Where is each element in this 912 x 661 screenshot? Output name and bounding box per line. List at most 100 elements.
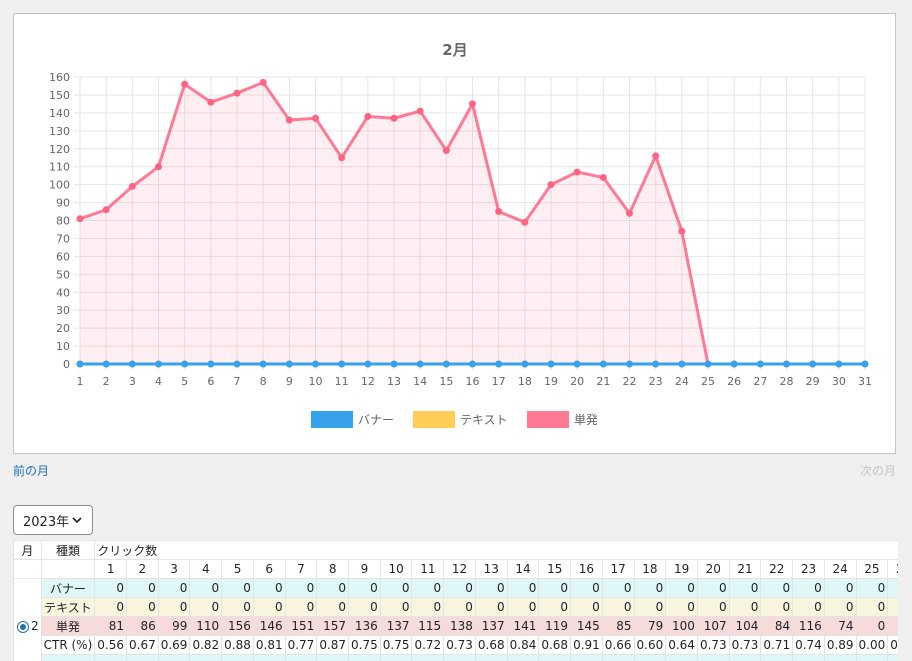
value-cell bbox=[633, 654, 667, 661]
header-kind: 種類 bbox=[40, 540, 96, 560]
value-cell: 0 bbox=[474, 597, 508, 617]
day-header: 15 bbox=[538, 559, 572, 579]
value-cell: 0 bbox=[823, 597, 857, 617]
x-tick-label: 2 bbox=[103, 375, 110, 388]
month-cell: 2 bbox=[13, 578, 42, 661]
value-cell: 0.00 bbox=[855, 635, 889, 655]
day-header: 14 bbox=[506, 559, 540, 579]
value-cell: 0 bbox=[601, 597, 635, 617]
x-tick-label: 12 bbox=[361, 375, 375, 388]
y-tick-label: 140 bbox=[49, 107, 70, 120]
value-cell: 156 bbox=[221, 616, 254, 636]
data-point bbox=[390, 114, 398, 122]
year-select[interactable]: 2023年 bbox=[13, 505, 93, 535]
value-cell: 0 bbox=[506, 578, 540, 598]
x-tick-label: 22 bbox=[623, 375, 637, 388]
data-point bbox=[573, 360, 581, 368]
clicks-table-wrapper: 月 種類 クリック数 1 2 3 4 5 6 7 8 9 10 11 12 13 14 15 16 17 18 19… bbox=[13, 540, 898, 661]
x-tick-label: 6 bbox=[207, 375, 214, 388]
value-cell bbox=[189, 654, 223, 661]
value-cell: 0 bbox=[570, 597, 603, 617]
data-point bbox=[364, 112, 372, 120]
day-header: 13 bbox=[474, 559, 508, 579]
table-row: 単発 81 86 99 110 156 146 151 157 136 137 115 138 137 14… bbox=[14, 616, 898, 636]
value-cell: 0 bbox=[126, 578, 159, 598]
value-cell: 0.75 bbox=[348, 635, 381, 655]
y-tick-label: 100 bbox=[49, 179, 70, 192]
kind-cell: 単発 bbox=[40, 616, 96, 636]
prev-month-link[interactable]: 前の月 bbox=[13, 464, 50, 478]
data-point bbox=[102, 206, 110, 214]
value-cell: 0 bbox=[379, 597, 413, 617]
value-cell: 79 bbox=[633, 616, 667, 636]
data-point bbox=[76, 215, 84, 223]
x-tick-label: 19 bbox=[544, 375, 558, 388]
data-point bbox=[285, 116, 293, 124]
value-cell bbox=[823, 654, 857, 661]
y-tick-label: 60 bbox=[56, 250, 70, 263]
x-tick-label: 24 bbox=[675, 375, 689, 388]
x-tick-label: 15 bbox=[439, 375, 453, 388]
day-header: 26 bbox=[887, 559, 898, 579]
value-cell bbox=[221, 654, 254, 661]
value-cell: 0.66 bbox=[601, 635, 635, 655]
kind-cell: CTR (%) bbox=[40, 635, 96, 655]
value-cell: 0 bbox=[633, 578, 667, 598]
chart-title: 2月 bbox=[442, 41, 467, 59]
value-cell: 157 bbox=[316, 616, 350, 636]
day-header: 18 bbox=[633, 559, 667, 579]
data-point bbox=[259, 360, 267, 368]
value-cell: 0 bbox=[221, 578, 254, 598]
value-cell bbox=[284, 654, 318, 661]
next-month-link: 次の月 bbox=[859, 464, 896, 478]
value-cell: 0.68 bbox=[538, 635, 572, 655]
value-cell bbox=[887, 654, 898, 661]
value-cell: 0 bbox=[252, 597, 286, 617]
value-cell bbox=[601, 654, 635, 661]
data-point bbox=[128, 182, 136, 190]
y-tick-label: 90 bbox=[56, 197, 70, 210]
value-cell: 0 bbox=[506, 597, 540, 617]
value-cell: 110 bbox=[189, 616, 223, 636]
y-tick-label: 10 bbox=[56, 340, 70, 353]
x-tick-label: 26 bbox=[727, 375, 741, 388]
month-radio[interactable] bbox=[17, 620, 29, 633]
day-header: 22 bbox=[760, 559, 794, 579]
day-header: 7 bbox=[284, 559, 318, 579]
day-header: 5 bbox=[221, 559, 254, 579]
data-point bbox=[416, 360, 424, 368]
data-point bbox=[338, 154, 346, 162]
data-point bbox=[76, 360, 84, 368]
value-cell: 0.82 bbox=[189, 635, 223, 655]
y-tick-label: 130 bbox=[49, 125, 70, 138]
value-cell: 146 bbox=[252, 616, 286, 636]
data-point bbox=[416, 107, 424, 115]
value-cell: 104 bbox=[728, 616, 762, 636]
data-point bbox=[285, 360, 293, 368]
value-cell: 0 bbox=[696, 597, 730, 617]
value-cell: 0.77 bbox=[284, 635, 318, 655]
table-row bbox=[14, 654, 898, 661]
x-tick-label: 23 bbox=[649, 375, 663, 388]
y-tick-label: 120 bbox=[49, 143, 70, 156]
value-cell: 0 bbox=[379, 578, 413, 598]
value-cell: 0 bbox=[157, 597, 191, 617]
value-cell: 0 bbox=[823, 578, 857, 598]
x-tick-label: 31 bbox=[858, 375, 872, 388]
value-cell: 0 bbox=[887, 597, 898, 617]
x-tick-label: 20 bbox=[570, 375, 584, 388]
y-tick-label: 70 bbox=[56, 232, 70, 245]
legend-swatch bbox=[311, 411, 353, 428]
value-cell bbox=[252, 654, 286, 661]
data-point bbox=[181, 80, 189, 88]
x-tick-label: 9 bbox=[286, 375, 293, 388]
line-chart: 2月01020304050607080901001101201301401501… bbox=[49, 41, 872, 428]
value-cell: 0 bbox=[94, 578, 127, 598]
value-cell: 0.69 bbox=[157, 635, 191, 655]
data-point bbox=[259, 78, 267, 86]
value-cell: 0 bbox=[855, 597, 889, 617]
legend-swatch bbox=[413, 411, 455, 428]
data-point bbox=[547, 360, 555, 368]
x-tick-label: 1 bbox=[77, 375, 84, 388]
value-cell: 0.67 bbox=[126, 635, 159, 655]
